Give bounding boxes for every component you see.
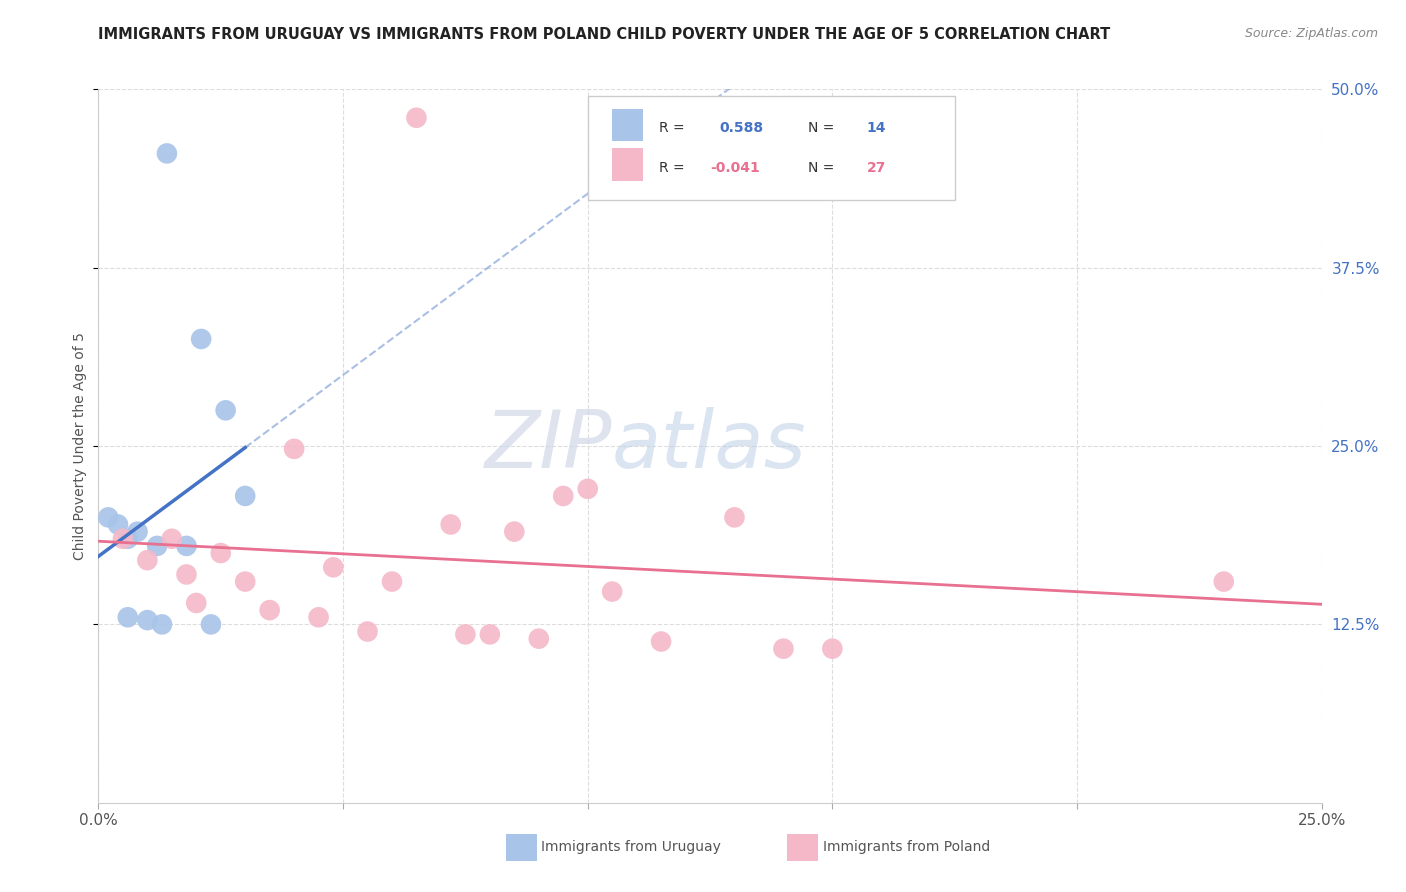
Text: IMMIGRANTS FROM URUGUAY VS IMMIGRANTS FROM POLAND CHILD POVERTY UNDER THE AGE OF: IMMIGRANTS FROM URUGUAY VS IMMIGRANTS FR… (98, 27, 1111, 42)
Point (308, 610, 330, 624)
FancyBboxPatch shape (612, 148, 643, 180)
Text: R =: R = (658, 121, 685, 136)
Point (111, 532, 134, 546)
Point (478, 627, 501, 641)
Point (156, 146, 179, 161)
Point (214, 403, 236, 417)
Point (209, 546, 232, 560)
Text: atlas: atlas (612, 407, 807, 485)
Point (176, 567, 198, 582)
Point (117, 610, 139, 624)
Point (146, 539, 169, 553)
Text: Immigrants from Poland: Immigrants from Poland (823, 840, 990, 855)
Text: 0.588: 0.588 (720, 121, 763, 136)
Text: Immigrants from Uruguay: Immigrants from Uruguay (541, 840, 721, 855)
Text: Source: ZipAtlas.com: Source: ZipAtlas.com (1244, 27, 1378, 40)
Point (650, 634, 672, 648)
Point (283, 442, 305, 456)
Point (233, 489, 256, 503)
Point (440, 517, 463, 532)
Point (723, 510, 745, 524)
Point (233, 574, 256, 589)
Point (772, 641, 794, 656)
Text: N =: N = (808, 161, 834, 175)
Y-axis label: Child Poverty Under the Age of 5: Child Poverty Under the Age of 5 (73, 332, 87, 560)
Point (127, 524, 149, 539)
Point (600, 584, 623, 599)
Text: ZIP: ZIP (485, 407, 612, 485)
Text: 27: 27 (866, 161, 886, 175)
Point (259, 603, 281, 617)
Point (576, 482, 599, 496)
Point (107, 517, 129, 532)
Point (405, 111, 427, 125)
Point (186, 596, 208, 610)
Point (176, 539, 198, 553)
Point (322, 560, 344, 574)
Point (97, 510, 120, 524)
Point (454, 627, 477, 641)
Point (1212, 574, 1234, 589)
Text: N =: N = (808, 121, 834, 136)
Point (381, 574, 404, 589)
Text: R =: R = (658, 161, 685, 175)
FancyBboxPatch shape (612, 109, 643, 141)
Point (821, 641, 844, 656)
Point (503, 524, 526, 539)
Text: 14: 14 (866, 121, 886, 136)
Point (527, 632, 550, 646)
Point (160, 532, 183, 546)
Point (200, 617, 222, 632)
Point (553, 489, 575, 503)
Point (150, 617, 173, 632)
Point (136, 613, 159, 627)
FancyBboxPatch shape (588, 96, 955, 200)
Point (117, 532, 139, 546)
Point (136, 553, 159, 567)
Point (356, 624, 378, 639)
Point (190, 332, 212, 346)
Text: -0.041: -0.041 (710, 161, 759, 175)
